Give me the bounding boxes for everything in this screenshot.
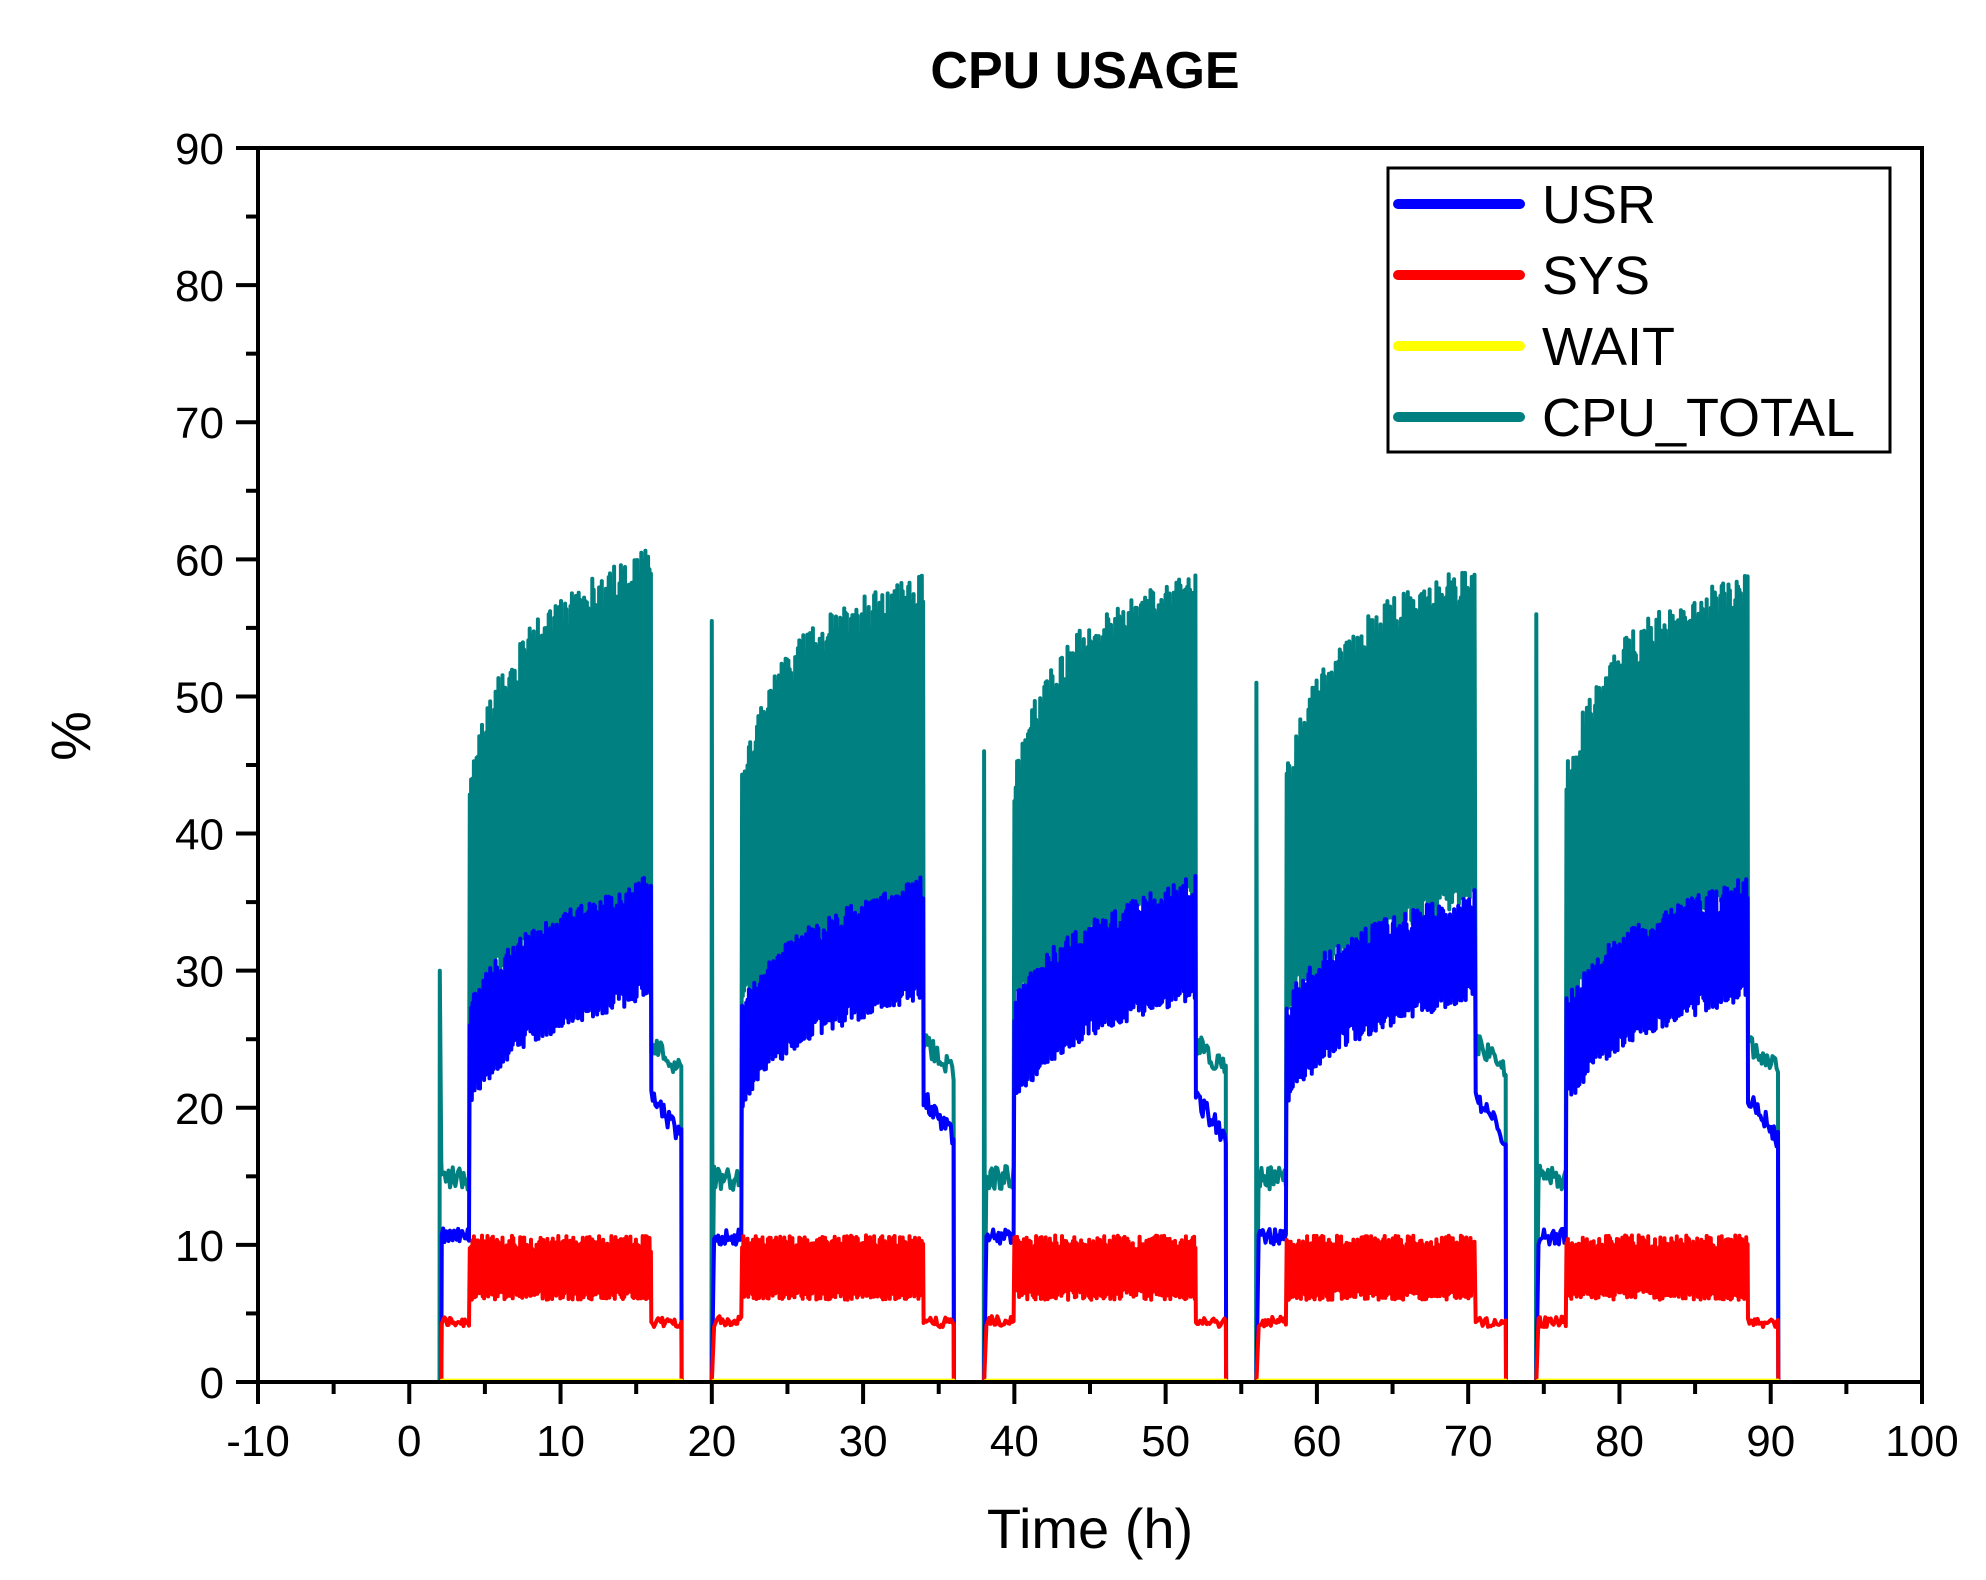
x-tick-label: 100: [1885, 1417, 1958, 1466]
y-tick-label: 0: [200, 1359, 224, 1408]
legend: USR SYS WAIT CPU_TOTAL: [1386, 166, 1892, 454]
series-line-cpu-total: [409, 548, 1809, 1382]
series-line-sys: [409, 1233, 1809, 1382]
y-axis-label: %: [39, 711, 102, 761]
y-tick-label: 50: [175, 673, 224, 722]
y-tick-label: 60: [175, 536, 224, 585]
y-tick-label: 40: [175, 811, 224, 860]
y-tick-label: 20: [175, 1085, 224, 1134]
y-tick-label: 90: [175, 125, 224, 174]
x-tick-label: 80: [1595, 1417, 1644, 1466]
legend-box: [1386, 166, 1892, 454]
x-tick-label: 0: [397, 1417, 421, 1466]
x-tick-label: 20: [687, 1417, 736, 1466]
legend-label-sys: SYS: [1542, 246, 1650, 306]
x-tick-label: 50: [1141, 1417, 1190, 1466]
plot-area: [409, 548, 1809, 1382]
x-tick-label: 60: [1292, 1417, 1341, 1466]
y-tick-label: 70: [175, 399, 224, 448]
x-tick-label: 30: [839, 1417, 888, 1466]
x-tick-label: 90: [1746, 1417, 1795, 1466]
y-tick-label: 10: [175, 1222, 224, 1271]
legend-label-usr: USR: [1542, 175, 1656, 235]
legend-label-cpu-total: CPU_TOTAL: [1542, 388, 1855, 448]
x-tick-label: 10: [536, 1417, 585, 1466]
x-axis-label: Time (h): [987, 1497, 1193, 1560]
series-line-usr: [409, 874, 1809, 1382]
chart-title: CPU USAGE: [930, 42, 1239, 100]
x-tick-label: 40: [990, 1417, 1039, 1466]
y-axis: 0 10 20 30 40 50 60 70 80 90: [175, 125, 258, 1408]
x-tick-label: -10: [226, 1417, 290, 1466]
y-tick-label: 80: [175, 262, 224, 311]
x-axis: -10 0 10 20 30 40 50 60 70 80 90 100: [226, 1382, 1959, 1466]
y-tick-label: 30: [175, 948, 224, 997]
x-tick-label: 70: [1444, 1417, 1493, 1466]
legend-label-wait: WAIT: [1542, 317, 1675, 377]
